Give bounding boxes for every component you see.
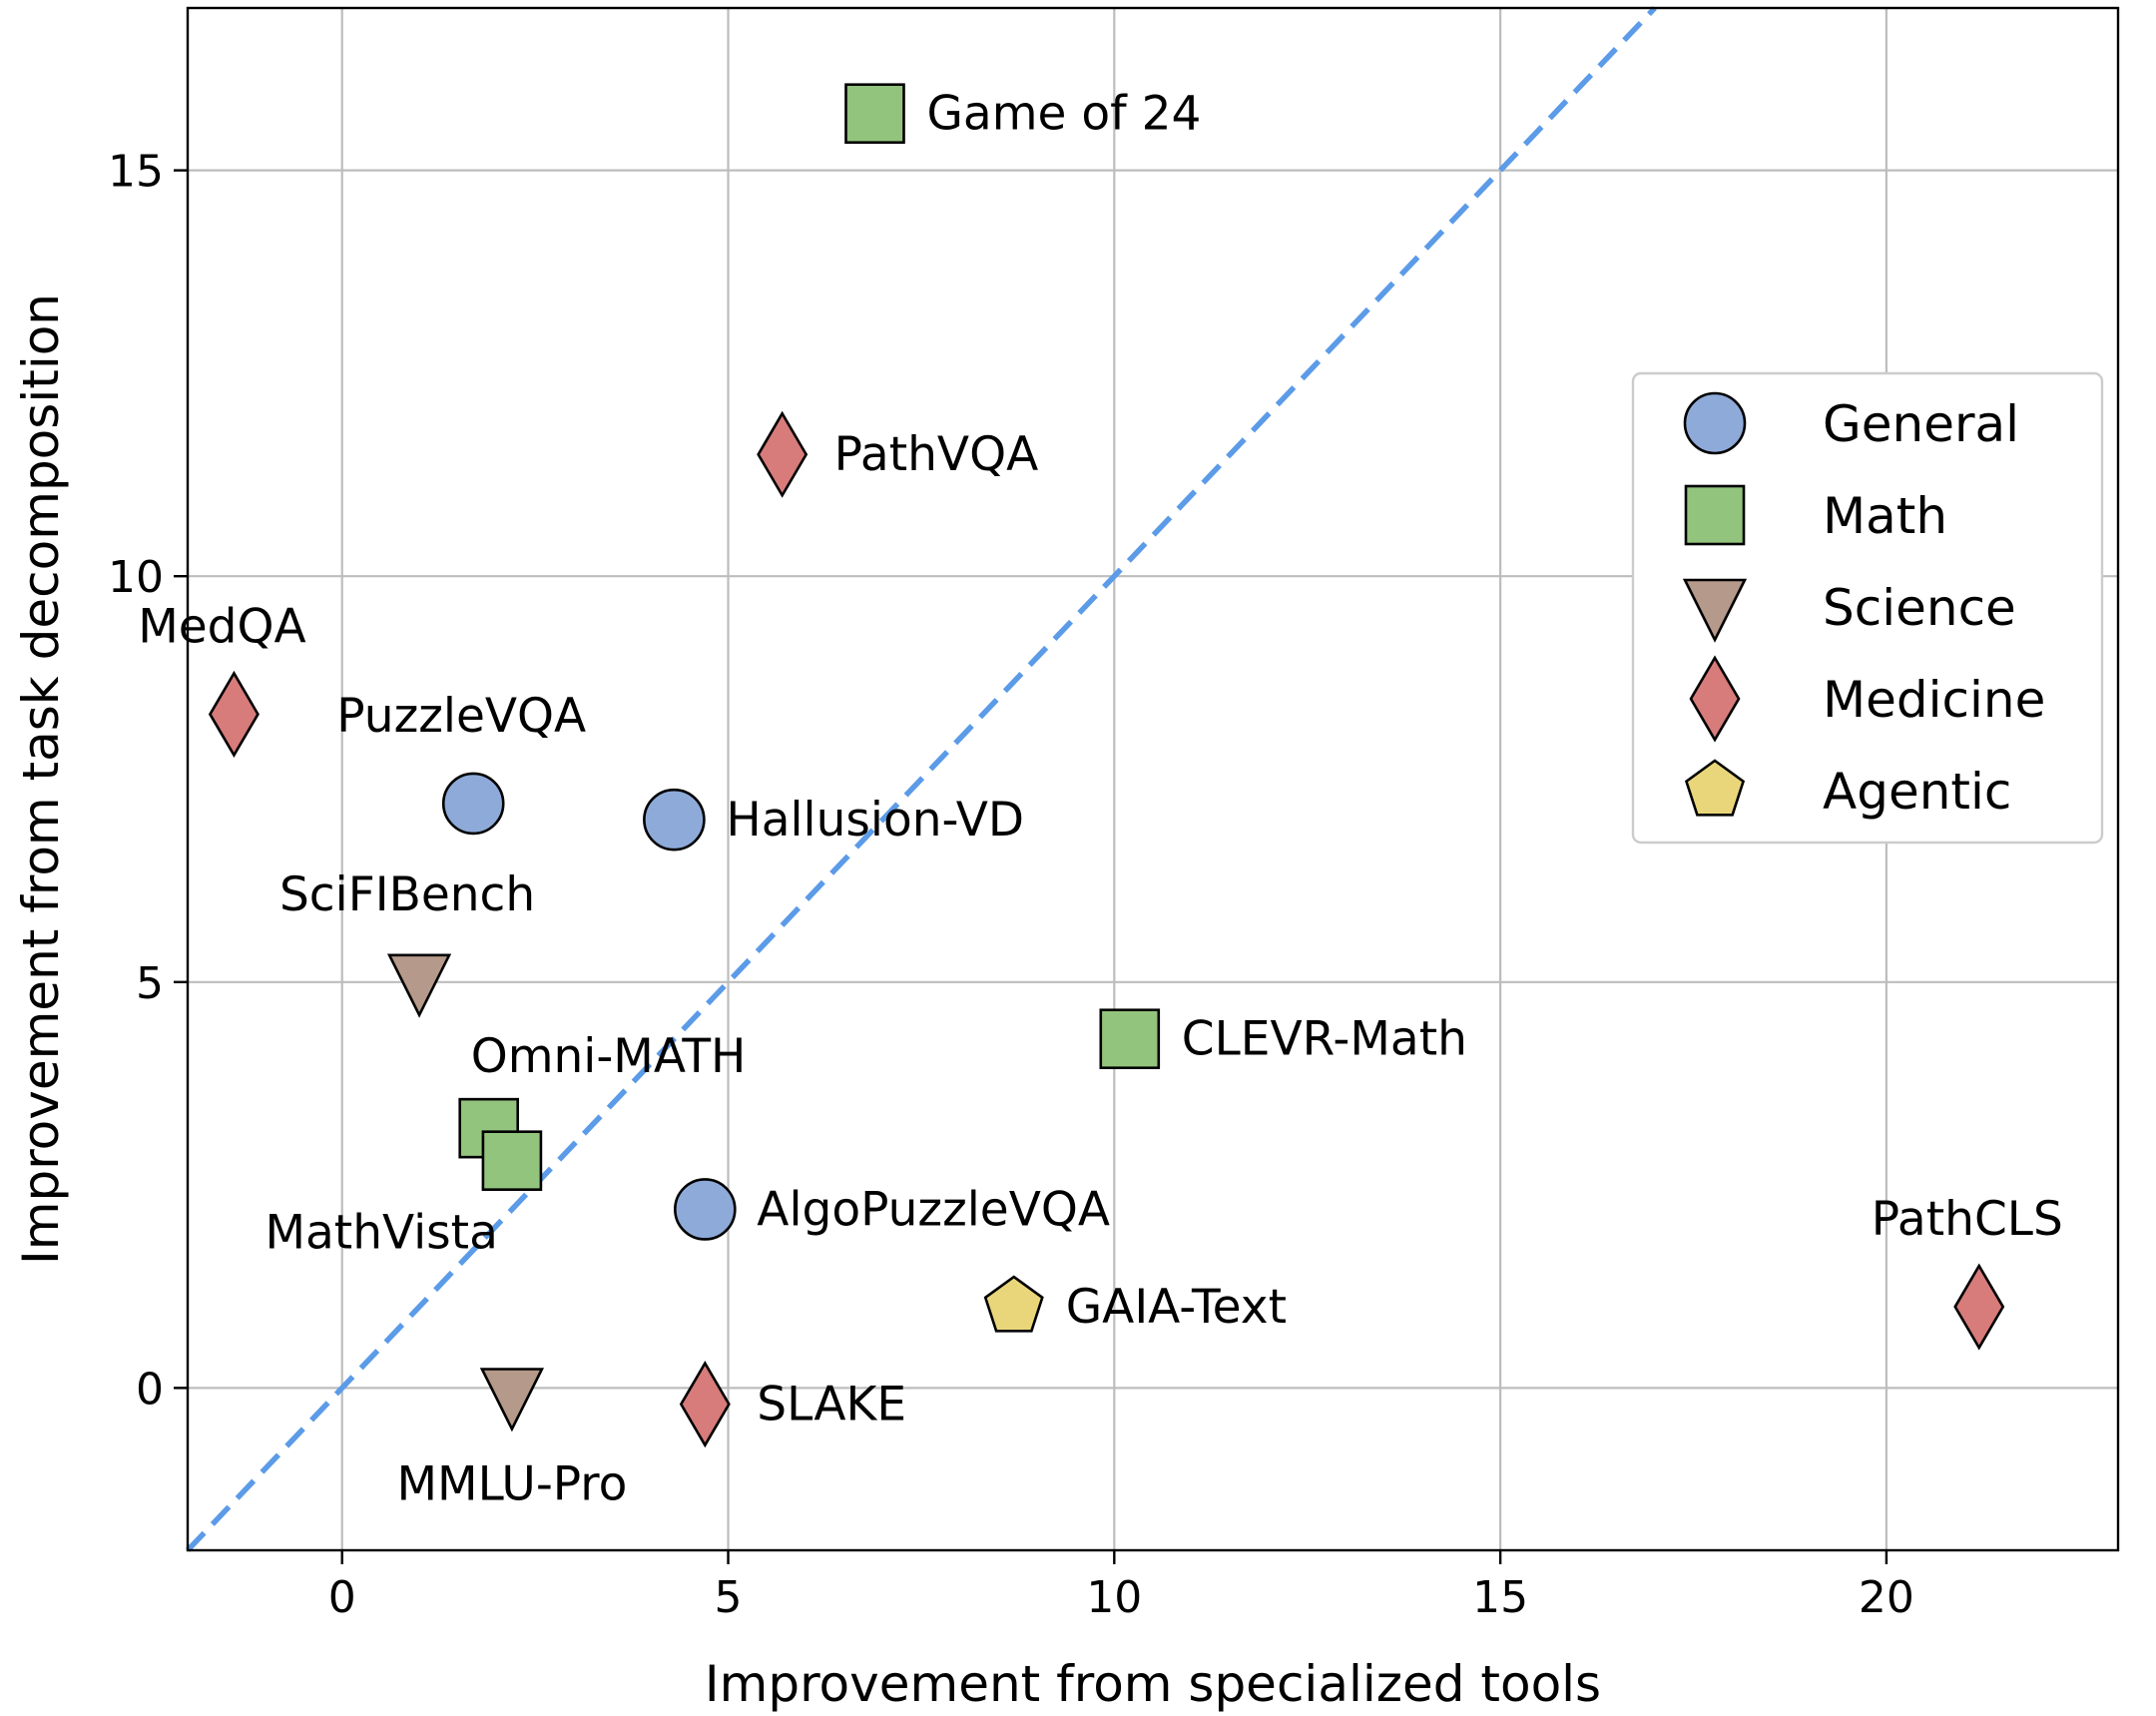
point-game-of-24 (844, 83, 905, 145)
point-label-clevr-math: CLEVR-Math (1182, 1012, 1467, 1067)
legend-label-math: Math (1823, 487, 1947, 545)
x-tick-label: 15 (1472, 1572, 1528, 1623)
points-layer (208, 83, 2005, 1448)
y-tick-label: 0 (136, 1364, 164, 1415)
legend: General Math Science Medicine Agentic (1631, 371, 2104, 845)
point-mmlu-pro (479, 1368, 545, 1432)
y-axis-title: Improvement from task decomposition (12, 293, 70, 1265)
reference-line-layer (186, 6, 1657, 1552)
legend-label-general: General (1823, 395, 2019, 453)
point-label-puzzlevqa: PuzzleVQA (336, 689, 586, 744)
plot-frame (186, 6, 2120, 1552)
point-label-mathvista: MathVista (265, 1206, 497, 1261)
x-tick-label: 20 (1859, 1572, 1914, 1623)
point-medqa (208, 670, 260, 759)
legend-label-medicine: Medicine (1823, 671, 2045, 729)
point-label-algopuzzlevqa: AlgoPuzzleVQA (757, 1182, 1110, 1237)
point-label-medqa: MedQA (138, 599, 305, 654)
point-mathvista (481, 1130, 543, 1191)
point-label-game-of-24: Game of 24 (927, 87, 1202, 142)
x-axis-title: Improvement from specialized tools (705, 1655, 1601, 1713)
point-pathvqa (757, 410, 808, 498)
y-tick-label: 15 (108, 147, 164, 198)
x-tick-label: 0 (328, 1572, 356, 1623)
y-tick-label: 5 (136, 958, 164, 1009)
point-label-scifibench: SciFIBench (279, 867, 535, 922)
legend-marker-science (1682, 578, 1748, 643)
y-tick-label: 10 (108, 552, 164, 603)
legend-label-agentic: Agentic (1823, 763, 2011, 821)
legend-marker-agentic (1684, 759, 1746, 817)
legend-label-science: Science (1823, 579, 2016, 637)
point-slake (679, 1361, 731, 1448)
point-scifibench (386, 953, 452, 1018)
x-tick-label: 5 (715, 1572, 743, 1623)
point-label-hallusion-vd: Hallusion-VD (726, 793, 1024, 848)
point-label-pathcls: PathCLS (1872, 1192, 2063, 1247)
point-hallusion-vd (643, 788, 706, 852)
point-gaia-text (983, 1275, 1044, 1333)
point-algopuzzlevqa (674, 1178, 737, 1241)
point-puzzlevqa (441, 772, 505, 836)
x-tick-label: 10 (1086, 1572, 1142, 1623)
reference-line-y-equals-x (186, 6, 1657, 1552)
point-labels-layer: Game of 24 PathVQA MedQA PuzzleVQA Hallusion… (138, 87, 2063, 1512)
ticks-layer: 0 5 10 15 20 0 5 10 15 (108, 147, 1914, 1623)
point-label-gaia-text: GAIA-Text (1066, 1280, 1287, 1335)
point-label-slake: SLAKE (757, 1378, 906, 1432)
legend-marker-general (1683, 391, 1747, 455)
point-label-mmlu-pro: MMLU-Pro (396, 1457, 627, 1512)
point-clevr-math (1099, 1008, 1161, 1070)
legend-box (1631, 371, 2104, 845)
legend-marker-math (1684, 484, 1746, 546)
legend-marker-medicine (1689, 655, 1741, 743)
point-label-pathvqa: PathVQA (834, 427, 1039, 482)
point-label-omni-math: Omni-MATH (471, 1029, 747, 1084)
point-pathcls (1953, 1263, 2005, 1351)
